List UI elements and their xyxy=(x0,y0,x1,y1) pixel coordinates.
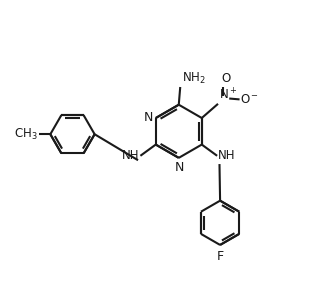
Text: CH$_3$: CH$_3$ xyxy=(14,127,37,142)
Text: N: N xyxy=(175,162,184,174)
Text: NH: NH xyxy=(122,149,139,162)
Text: NH: NH xyxy=(218,149,236,162)
Text: NH$_2$: NH$_2$ xyxy=(182,70,206,86)
Text: N: N xyxy=(143,111,153,124)
Text: F: F xyxy=(216,250,224,263)
Text: N$^+$: N$^+$ xyxy=(218,88,237,103)
Text: O: O xyxy=(221,72,230,85)
Text: O$^-$: O$^-$ xyxy=(240,93,259,106)
